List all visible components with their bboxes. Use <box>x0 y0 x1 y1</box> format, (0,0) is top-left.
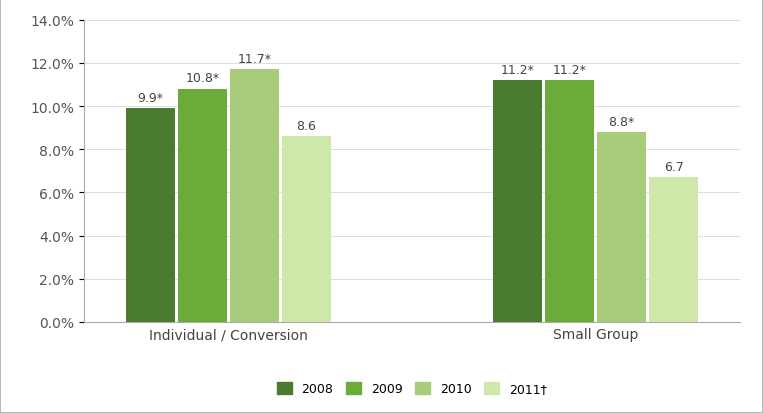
Text: 9.9*: 9.9* <box>137 92 163 104</box>
Bar <box>545 81 594 322</box>
Text: 11.7*: 11.7* <box>237 53 272 66</box>
Bar <box>282 137 331 322</box>
Text: 11.2*: 11.2* <box>501 64 534 77</box>
Text: Individual / Conversion: Individual / Conversion <box>149 328 308 342</box>
Text: 10.8*: 10.8* <box>185 72 220 85</box>
Text: Small Group: Small Group <box>553 328 639 342</box>
Bar <box>597 133 646 322</box>
Text: 8.8*: 8.8* <box>608 115 635 128</box>
Bar <box>493 81 542 322</box>
Bar <box>649 178 698 322</box>
Text: 6.7: 6.7 <box>664 161 684 173</box>
Bar <box>178 90 227 322</box>
Text: 8.6: 8.6 <box>297 120 317 133</box>
Legend: 2008, 2009, 2010, 2011†: 2008, 2009, 2010, 2011† <box>272 377 552 400</box>
Text: 11.2*: 11.2* <box>552 64 587 77</box>
Bar <box>230 70 279 322</box>
Bar <box>126 109 175 322</box>
